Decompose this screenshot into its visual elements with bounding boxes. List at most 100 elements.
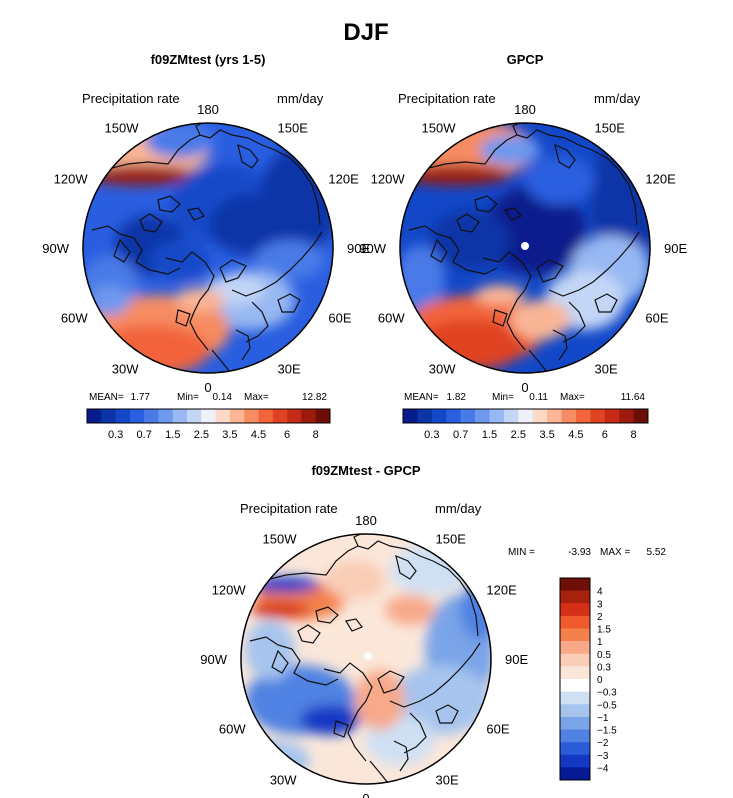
colorbar-cell-model: [201, 409, 216, 423]
lon-label-model: 90E: [347, 241, 370, 256]
lon-label-diff: 0: [362, 791, 369, 798]
lon-label-obs: 90W: [359, 241, 386, 256]
lon-label-diff: 180: [355, 513, 377, 528]
colorbar-tick-model: 3.5: [222, 429, 237, 441]
longitude-labels-model: 180 150E 120E 90E 60E 30E 0 30W 60W 90W 120W 150W: [42, 102, 370, 395]
panel-model: f09ZMtest (yrs 1-5) Precipitation rate m…: [42, 52, 370, 441]
lon-label-diff: 150E: [436, 532, 467, 547]
max-label-model: Max=: [244, 392, 269, 403]
longitude-labels-obs: 180 150E 120E 90E 60E 30E 0 30W 60W 90W 120W 150W: [359, 102, 687, 395]
colorbar-cell-model: [229, 409, 245, 423]
lon-label-model: 60E: [328, 311, 351, 326]
longitude-labels-diff: 180 150E 120E 90E 60E 30E 0 30W 60W 90W 120W 150W: [200, 513, 528, 798]
lon-label-obs: 150W: [422, 121, 457, 136]
panel-title-diff: f09ZMtest - GPCP: [311, 463, 420, 478]
mean-value-model: 1.77: [131, 392, 151, 403]
colorbar-cell-diff: [560, 767, 590, 781]
colorbar-cell-model: [129, 409, 145, 423]
colorbar-cell-diff: [560, 653, 590, 667]
colorbar-cell-obs: [417, 409, 433, 423]
pole-marker-obs: [521, 242, 529, 250]
lon-label-obs: 0: [521, 380, 528, 395]
colorbar-tick-diff: −3: [597, 751, 609, 762]
colorbar-cell-obs: [590, 409, 606, 423]
colorbar-cell-model: [87, 409, 102, 423]
colorbar-cell-obs: [489, 409, 505, 423]
colorbar-tick-obs: 2.5: [511, 429, 526, 441]
colorbar-cell-model: [115, 409, 131, 423]
colorbar-cell-model: [172, 409, 188, 423]
panel-diff: f09ZMtest - GPCP Precipitation rate mm/d…: [200, 463, 666, 798]
colorbar-cell-obs: [561, 409, 577, 423]
lon-label-diff: 60W: [219, 722, 246, 737]
colorbar-cell-obs: [604, 409, 620, 423]
variable-label-obs: Precipitation rate: [398, 91, 496, 106]
colorbar-obs: 0.3 0.7 1.5 2.5 3.5 4.5 6 8: [402, 408, 649, 441]
colorbar-frame-model: [86, 408, 331, 424]
lon-label-diff: 90E: [505, 652, 528, 667]
colorbar-cell-model: [158, 409, 174, 423]
colorbar-cell-obs: [547, 409, 562, 423]
colorbar-cell-model: [258, 409, 274, 423]
colorbar-tick-diff: 1: [597, 637, 603, 648]
colorbar-cell-diff: [560, 716, 590, 730]
colorbar-tick-diff: −0.5: [597, 700, 617, 711]
colorbar-tick-model: 6: [284, 429, 290, 441]
lon-label-obs: 60E: [645, 311, 668, 326]
colorbar-cell-diff: [560, 704, 590, 718]
lon-label-diff: 30W: [270, 772, 297, 787]
figure-title: DJF: [343, 19, 388, 46]
colorbar-diff: 43 2 1.51 0.50.3 0 −0.3−0.5 −1 −1.5−2 −3−4: [559, 577, 617, 781]
colorbar-cell-model: [187, 409, 202, 423]
mean-label-model: MEAN=: [89, 392, 124, 403]
colorbar-cell-diff: [560, 729, 590, 743]
colorbar-cell-obs: [532, 409, 548, 423]
lon-label-obs: 180: [514, 102, 536, 117]
units-label-diff: mm/day: [435, 501, 482, 516]
colorbar-cell-obs: [518, 409, 533, 423]
colorbar-tick-diff: −0.3: [597, 688, 617, 699]
colorbar-cell-diff: [560, 691, 590, 705]
colorbar-cell-diff: [560, 578, 590, 591]
colorbar-tick-obs: 8: [631, 429, 637, 441]
colorbar-cell-diff: [560, 628, 590, 642]
lon-label-model: 30E: [278, 361, 301, 376]
lon-label-model: 30W: [112, 361, 139, 376]
lon-label-diff: 30E: [436, 772, 459, 787]
min-label-model: Min=: [177, 392, 199, 403]
colorbar-tick-obs: 1.5: [482, 429, 497, 441]
colorbar-tick-model: 0.3: [108, 429, 123, 441]
lon-label-obs: 150E: [595, 121, 626, 136]
lon-label-obs: 30W: [429, 361, 456, 376]
colorbar-model: 0.3 0.7 1.5 2.5 3.5 4.5 6 8: [86, 408, 331, 441]
colorbar-tick-model: 2.5: [194, 429, 209, 441]
colorbar-cell-obs: [503, 409, 519, 423]
map-outline-diff: [240, 533, 492, 785]
map-outline-obs: [399, 122, 651, 374]
colorbar-frame-obs: [402, 408, 649, 424]
colorbar-tick-diff: −1.5: [597, 726, 617, 737]
lon-label-diff: 120W: [212, 583, 247, 598]
colorbar-tick-model: 1.5: [165, 429, 180, 441]
panel-obs: GPCP Precipitation rate mm/day: [359, 52, 687, 441]
lon-label-obs: 120E: [645, 172, 676, 187]
units-label-model: mm/day: [277, 91, 324, 106]
colorbar-cell-model: [315, 409, 331, 423]
colorbar-tick-model: 8: [313, 429, 319, 441]
max-label-diff: MAX =: [600, 547, 630, 558]
lon-label-diff: 60E: [486, 722, 509, 737]
colorbar-tick-obs: 0.3: [424, 429, 439, 441]
colorbar-tick-obs: 0.7: [453, 429, 468, 441]
lon-label-diff: 150W: [263, 532, 298, 547]
colorbar-cell-obs: [575, 409, 591, 423]
coastline-diff: [249, 534, 481, 784]
colorbar-tick-diff: −1: [597, 713, 609, 724]
colorbar-cell-diff: [560, 666, 590, 680]
colorbar-tick-diff: 0: [597, 675, 603, 686]
max-value-diff: 5.52: [647, 547, 667, 558]
colorbar-tick-diff: −2: [597, 738, 609, 749]
min-value-diff: -3.93: [568, 547, 591, 558]
colorbar-cell-diff: [560, 590, 590, 604]
coastline-model: [91, 123, 323, 373]
